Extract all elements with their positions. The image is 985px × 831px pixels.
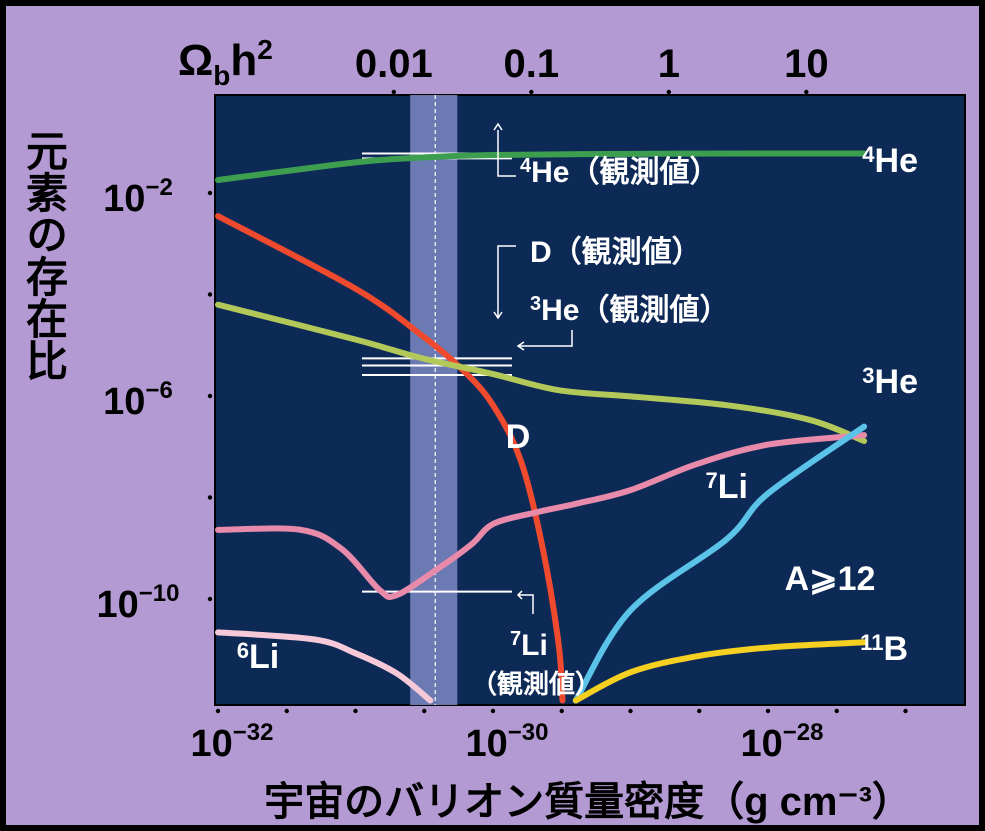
top-tick-label-1: 0.1	[504, 42, 560, 86]
plot-area	[214, 94, 966, 706]
series-label-5: A⩾12	[785, 560, 876, 598]
y-axis-label: 元素の存在比	[21, 129, 68, 381]
y-tick-label-1: 10−6	[103, 377, 173, 423]
y-tick-label-0: 10−2	[103, 174, 173, 220]
series-label-1: D	[506, 418, 531, 456]
y-tick-mark	[207, 393, 213, 399]
series-line-2	[215, 301, 868, 444]
he4-obs-arrow	[493, 122, 503, 131]
observation-label-0: 4He（観測値）	[520, 155, 719, 189]
y-tick-mark	[207, 596, 213, 602]
series-line-5	[572, 423, 868, 704]
x-tick-mark	[697, 708, 702, 714]
he4-obs-connector	[497, 130, 516, 177]
top-axis-title: Ωbh2	[178, 34, 273, 91]
observed-density-band	[410, 95, 458, 705]
series-label-3: 7Li	[706, 468, 748, 506]
x-tick-mark	[215, 708, 221, 714]
series-label-6: 11B	[860, 630, 908, 668]
top-tick-mark	[391, 89, 397, 95]
li7-obs-connector	[518, 594, 534, 614]
y-tick-mark	[207, 190, 213, 196]
top-tick-mark	[804, 89, 809, 95]
series-label-4: 6Li	[237, 638, 279, 676]
li7-obs-arrow	[516, 590, 523, 600]
d-obs-arrow	[493, 311, 503, 320]
x-tick-mark	[765, 708, 771, 714]
y-tick-mark	[207, 292, 213, 297]
top-tick-mark	[666, 89, 672, 95]
top-tick-mark	[529, 89, 534, 95]
x-tick-label-2: 10−28	[741, 719, 824, 765]
top-tick-label-2: 1	[658, 42, 680, 86]
series-label-0: 4He	[862, 142, 918, 180]
series-line-4	[215, 629, 434, 704]
y-tick-label-2: 10−10	[97, 580, 180, 626]
observation-label-1: D（観測値）	[530, 235, 702, 269]
series-label-2: 3He	[862, 363, 918, 401]
x-tick-label-1: 10−30	[466, 719, 549, 765]
d-obs-connector	[497, 245, 516, 318]
observation-label-3-line2: （観測値）	[471, 669, 601, 699]
y-tick-mark	[207, 495, 213, 500]
he3-obs-arrow	[516, 341, 525, 351]
x-tick-mark	[284, 708, 289, 714]
x-tick-mark	[422, 708, 427, 714]
x-tick-mark	[353, 708, 358, 714]
observation-label-2: 3He（観測値）	[530, 293, 729, 327]
x-tick-mark	[903, 708, 908, 714]
x-tick-mark	[834, 708, 839, 714]
x-tick-mark	[559, 708, 564, 714]
top-tick-label-3: 10	[784, 42, 829, 86]
observation-label-3: 7Li	[510, 628, 548, 662]
series-line-0	[215, 150, 868, 183]
he3-obs-connector	[518, 330, 573, 347]
x-tick-mark	[628, 708, 633, 714]
x-tick-label-0: 10−32	[191, 719, 274, 765]
series-line-6	[572, 639, 868, 704]
series-line-3	[215, 432, 868, 601]
top-tick-label-0: 0.01	[355, 42, 433, 86]
series-line-1	[215, 213, 566, 704]
x-tick-mark	[490, 708, 496, 714]
x-axis-label: 宇宙のバリオン質量密度（g cm⁻³）	[264, 780, 912, 824]
